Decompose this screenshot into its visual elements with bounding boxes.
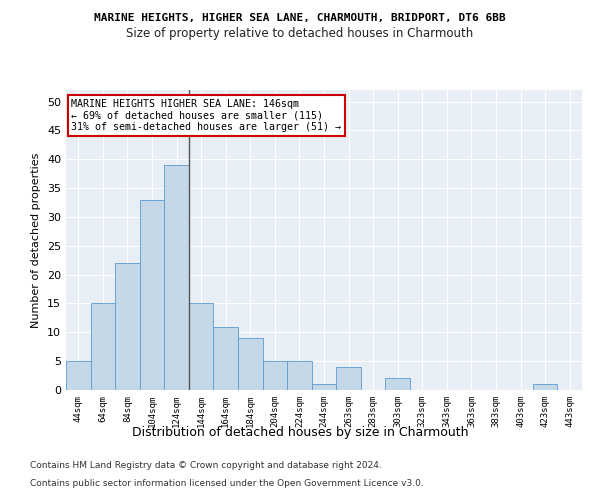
- Text: MARINE HEIGHTS, HIGHER SEA LANE, CHARMOUTH, BRIDPORT, DT6 6BB: MARINE HEIGHTS, HIGHER SEA LANE, CHARMOU…: [94, 12, 506, 22]
- Bar: [287, 361, 312, 390]
- Bar: [238, 338, 263, 390]
- Text: Contains HM Land Registry data © Crown copyright and database right 2024.: Contains HM Land Registry data © Crown c…: [30, 461, 382, 470]
- Text: MARINE HEIGHTS HIGHER SEA LANE: 146sqm
← 69% of detached houses are smaller (115: MARINE HEIGHTS HIGHER SEA LANE: 146sqm ←…: [71, 99, 341, 132]
- Bar: [189, 304, 214, 390]
- Y-axis label: Number of detached properties: Number of detached properties: [31, 152, 41, 328]
- Bar: [263, 361, 287, 390]
- Text: Contains public sector information licensed under the Open Government Licence v3: Contains public sector information licen…: [30, 478, 424, 488]
- Bar: [66, 361, 91, 390]
- Text: Size of property relative to detached houses in Charmouth: Size of property relative to detached ho…: [127, 28, 473, 40]
- Bar: [214, 326, 238, 390]
- Bar: [115, 263, 140, 390]
- Bar: [312, 384, 336, 390]
- Bar: [91, 304, 115, 390]
- Bar: [164, 165, 189, 390]
- Bar: [385, 378, 410, 390]
- Bar: [533, 384, 557, 390]
- Bar: [336, 367, 361, 390]
- Text: Distribution of detached houses by size in Charmouth: Distribution of detached houses by size …: [132, 426, 468, 439]
- Bar: [140, 200, 164, 390]
